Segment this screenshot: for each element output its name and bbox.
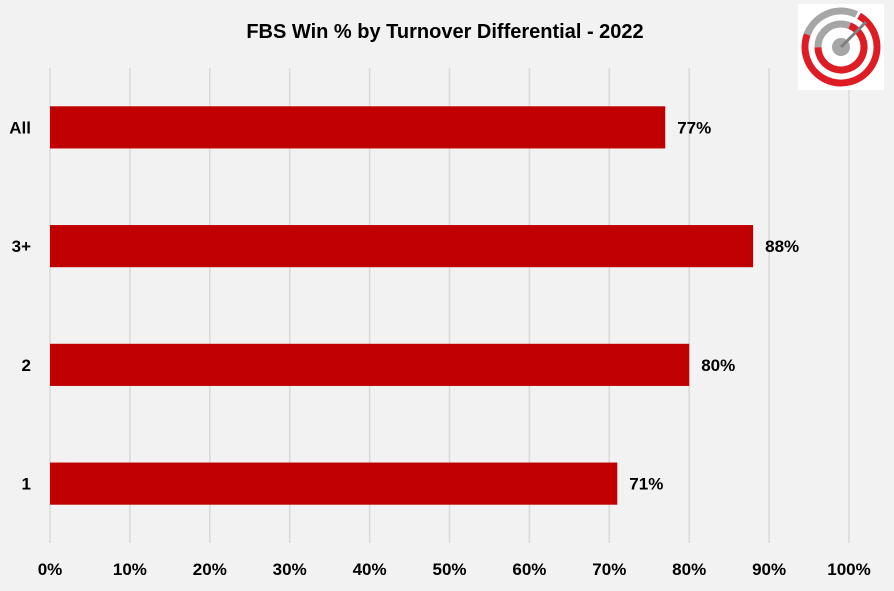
x-tick-label: 70% xyxy=(592,560,626,579)
data-labels: 77% 88% 80% 71% xyxy=(629,118,799,493)
bar xyxy=(50,225,754,268)
x-tick-label: 10% xyxy=(113,560,147,579)
bar xyxy=(50,343,690,386)
x-tick-label: 60% xyxy=(512,560,546,579)
data-label: 71% xyxy=(629,475,663,494)
x-tick-label: 80% xyxy=(672,560,706,579)
data-label: 88% xyxy=(765,237,799,256)
bar xyxy=(50,106,666,149)
y-tick-label: 3+ xyxy=(12,237,31,256)
chart-title: FBS Win % by Turnover Differential - 202… xyxy=(246,21,643,43)
data-label: 77% xyxy=(677,118,711,137)
y-axis-labels: All 3+ 2 1 xyxy=(9,118,31,493)
x-tick-label: 30% xyxy=(273,560,307,579)
x-tick-label: 50% xyxy=(432,560,466,579)
y-tick-label: All xyxy=(9,118,31,137)
bar xyxy=(50,462,618,505)
y-tick-label: 1 xyxy=(22,475,31,494)
x-tick-label: 40% xyxy=(353,560,387,579)
x-tick-label: 0% xyxy=(38,560,63,579)
x-axis-labels: 0% 10% 20% 30% 40% 50% 60% 70% 80% 90% 100% xyxy=(38,560,871,579)
y-tick-label: 2 xyxy=(22,356,31,375)
target-logo-icon xyxy=(798,4,884,90)
data-label: 80% xyxy=(701,356,735,375)
x-tick-label: 90% xyxy=(752,560,786,579)
bars xyxy=(50,106,754,505)
x-tick-label: 20% xyxy=(193,560,227,579)
x-tick-label: 100% xyxy=(827,560,870,579)
